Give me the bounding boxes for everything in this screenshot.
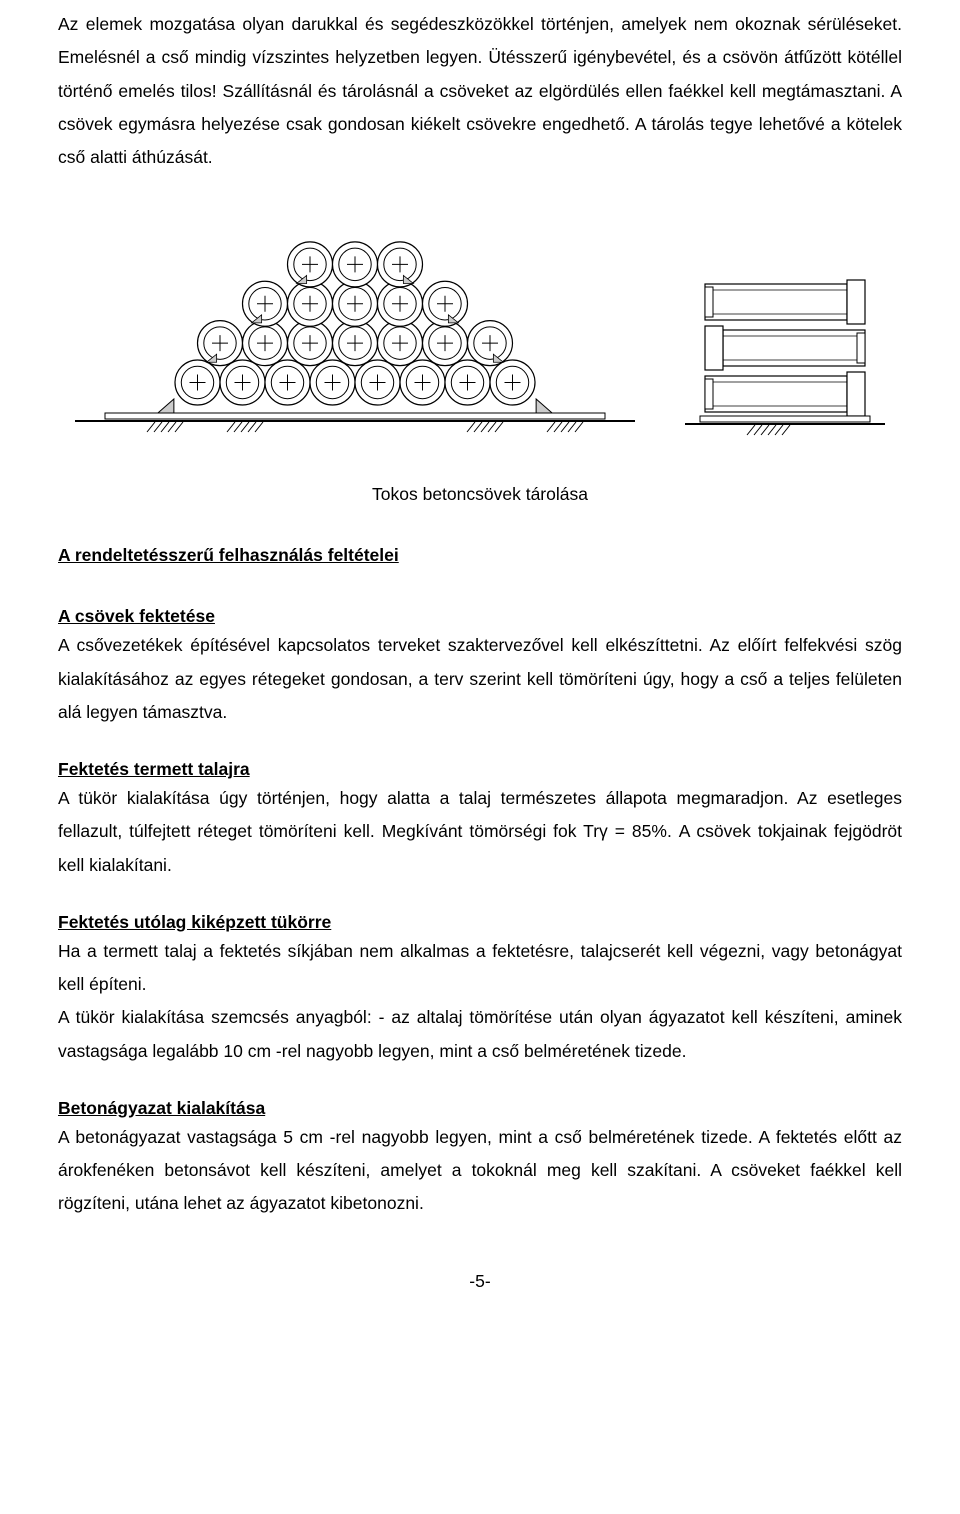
intro-paragraph: Az elemek mozgatása olyan darukkal és se…: [58, 8, 902, 174]
main-section-title: A rendeltetésszerű felhasználás feltétel…: [58, 545, 902, 566]
section-2-title: Fektetés termett talajra: [58, 759, 902, 780]
figure-caption: Tokos betoncsövek tárolása: [58, 484, 902, 505]
section-3-title: Fektetés utólag kiképzett tükörre: [58, 912, 902, 933]
page: Az elemek mozgatása olyan darukkal és se…: [0, 0, 960, 1332]
section-1-text: A csővezetékek építésével kapcsolatos te…: [58, 629, 902, 729]
figure-block: Tokos betoncsövek tárolása: [58, 214, 902, 505]
section-1-title: A csövek fektetése: [58, 606, 902, 627]
section-4-text: A betonágyazat vastagsága 5 cm -rel nagy…: [58, 1121, 902, 1221]
section-3-text-1: Ha a termett talaj a fektetés síkjában n…: [58, 935, 902, 1002]
pipe-stack-side-icon: [685, 244, 885, 444]
figure-row: [58, 214, 902, 444]
section-4-title: Betonágyazat kialakítása: [58, 1098, 902, 1119]
section-3-text-2: A tükör kialakítása szemcsés anyagból: -…: [58, 1001, 902, 1068]
section-2-text: A tükör kialakítása úgy történjen, hogy …: [58, 782, 902, 882]
page-number: -5-: [58, 1271, 902, 1292]
pipe-stack-front-icon: [75, 214, 635, 444]
